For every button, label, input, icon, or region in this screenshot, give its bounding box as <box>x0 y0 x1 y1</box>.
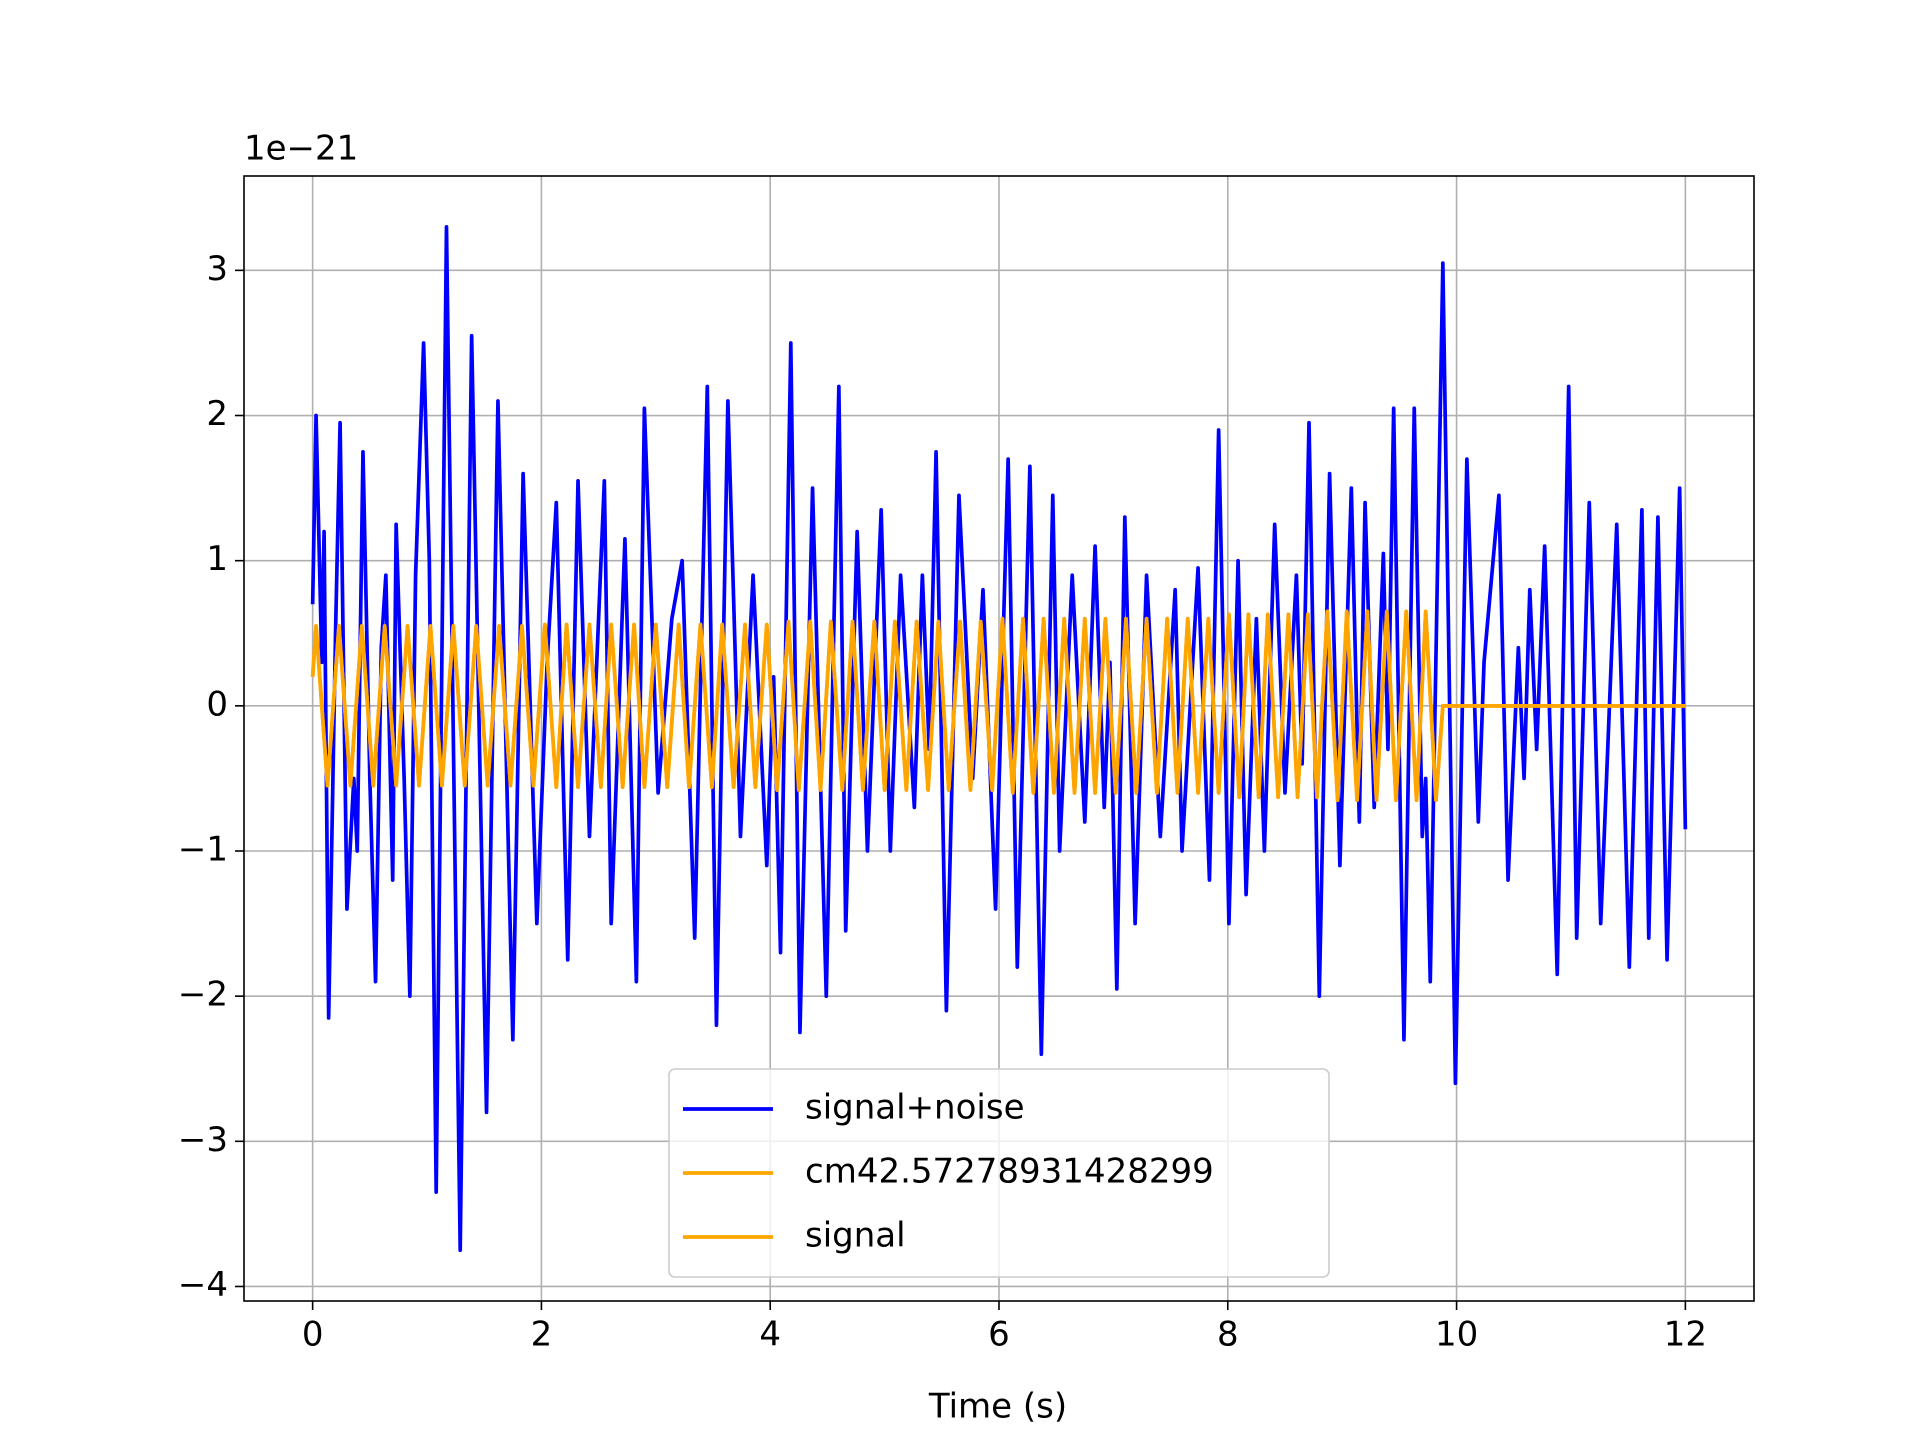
x-tick-label: 10 <box>1435 1315 1478 1355</box>
x-tick-label: 8 <box>1217 1315 1239 1355</box>
y-tick-label: 1 <box>206 539 228 579</box>
y-tick-label: −1 <box>178 830 228 870</box>
y-tick-label: 3 <box>206 249 228 289</box>
x-tick-label: 6 <box>988 1315 1010 1355</box>
grid <box>244 176 1754 1301</box>
y-tick-label: −2 <box>178 975 228 1015</box>
legend-box <box>668 1068 1330 1278</box>
legend-label: signal+noise <box>805 1088 1025 1128</box>
x-axis-label: Time (s) <box>928 1387 1067 1427</box>
x-tick-label: 12 <box>1664 1315 1707 1355</box>
plot-lines <box>310 224 1688 1253</box>
x-tick-label: 0 <box>302 1315 324 1355</box>
offset-label: 1e−21 <box>244 129 358 169</box>
legend-label: cm42.57278931428299 <box>805 1152 1214 1192</box>
y-tick-label: −4 <box>178 1265 228 1305</box>
y-tick-label: 2 <box>206 394 228 434</box>
x-tick-label: 4 <box>759 1315 781 1355</box>
legend-label: signal <box>805 1216 906 1256</box>
y-tick-label: 0 <box>206 684 228 724</box>
legend: signal+noise cm42.57278931428299 signal <box>668 1068 1330 1278</box>
y-tick-label: −3 <box>178 1120 228 1160</box>
series-line <box>310 609 1686 803</box>
x-tick-label: 2 <box>531 1315 553 1355</box>
